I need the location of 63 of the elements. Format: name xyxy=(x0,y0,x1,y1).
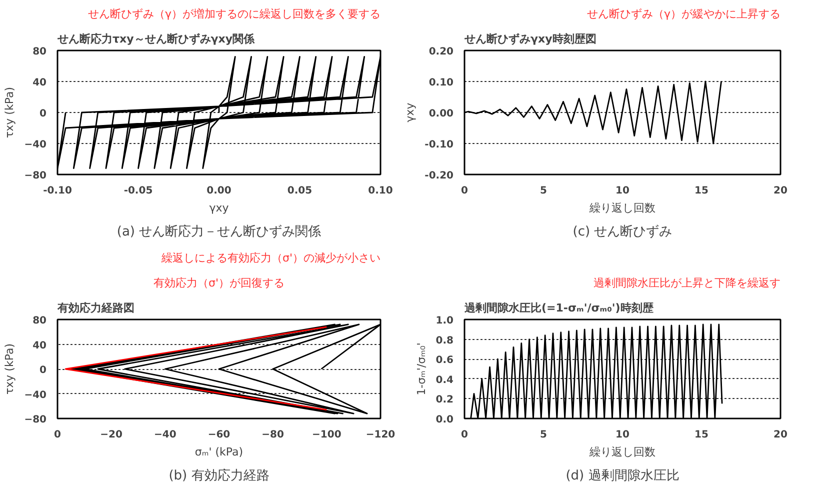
x-tick-label: 5 xyxy=(540,430,548,440)
text: (d) 過剰間隙水圧比 xyxy=(566,468,680,484)
x-tick-label: −100 xyxy=(312,430,342,440)
y-tick-label: 0 xyxy=(40,108,47,120)
text: せん断ひずみ（γ）が緩やかに上昇する xyxy=(586,8,781,20)
text: (b) 有効応力経路 xyxy=(168,468,270,484)
text: (a) せん断応力－せん断ひずみ関係 xyxy=(116,224,322,240)
x-axis-title: γxy xyxy=(209,202,230,214)
x-tick-label: 0.00 xyxy=(206,186,232,196)
x-tick-label: 5 xyxy=(540,186,548,196)
chart-title: 有効応力経路図 xyxy=(56,302,134,314)
x-tick-label: 0 xyxy=(461,186,468,196)
y-tick-label: 0.4 xyxy=(436,374,454,386)
x-tick-label: 15 xyxy=(694,430,708,440)
chart-title: せん断応力τxy～せん断ひずみγxy関係 xyxy=(56,32,256,46)
x-tick-label: −120 xyxy=(366,430,396,440)
x-tick-label: 0.10 xyxy=(368,186,393,196)
y-tick-label: 80 xyxy=(32,46,47,58)
y-tick-label: 0.10 xyxy=(428,78,454,88)
text: 過剰間隙水圧比が上昇と下降を繰返す xyxy=(594,276,780,290)
x-axis-title: 繰り返し回数 xyxy=(588,202,656,214)
chart-title: 過剰間隙水圧比(=1-σₘ'/σₘ₀')時刻歴 xyxy=(464,302,654,314)
x-tick-label: −80 xyxy=(262,430,284,440)
y-tick-label: 0.20 xyxy=(428,46,454,58)
text: (c) せん断ひずみ xyxy=(572,224,672,240)
y-tick-label: 0 xyxy=(40,365,47,376)
x-tick-label: 15 xyxy=(694,186,708,196)
text: 繰返しによる有効応力（σ'）の減少が小さい xyxy=(160,252,381,264)
y-axis-title: τxy (kPa) xyxy=(3,87,16,138)
y-tick-label: 0.8 xyxy=(436,335,454,346)
x-tick-label: -0.05 xyxy=(124,186,153,196)
y-tick-label: 1.0 xyxy=(436,316,454,326)
y-tick-label: 0.6 xyxy=(436,355,454,366)
x-tick-label: 20 xyxy=(774,186,788,196)
y-tick-label: 40 xyxy=(32,78,47,88)
text: 有効応力（σ'）が回復する xyxy=(154,276,284,290)
y-tick-label: 80 xyxy=(32,316,47,326)
x-tick-label: 10 xyxy=(616,430,630,440)
x-tick-label: −60 xyxy=(208,430,230,440)
chart-title: せん断ひずみγxy時刻歴図 xyxy=(464,32,596,46)
y-axis-title: γxy xyxy=(404,102,417,122)
y-tick-label: −40 xyxy=(24,140,47,150)
y-axis-title: τxy (kPa) xyxy=(3,344,16,394)
x-tick-label: 10 xyxy=(616,186,630,196)
x-tick-label: 20 xyxy=(774,430,788,440)
y-tick-label: 40 xyxy=(32,340,47,352)
x-axis-title: 繰り返し回数 xyxy=(588,446,656,458)
x-tick-label: 0 xyxy=(54,430,62,440)
x-tick-label: 0 xyxy=(461,430,468,440)
x-tick-label: 0.05 xyxy=(287,186,312,196)
y-tick-label: −80 xyxy=(24,170,47,182)
text: せん断ひずみ（γ）が増加するのに繰返し回数を多く要する xyxy=(88,8,381,20)
x-axis-title: σₘ' (kPa) xyxy=(194,446,244,458)
y-tick-label: 0.2 xyxy=(436,394,454,406)
y-tick-label: -0.20 xyxy=(424,170,454,182)
y-tick-label: −40 xyxy=(24,390,47,401)
x-tick-label: −40 xyxy=(154,430,176,440)
y-axis-title: 1-σₘ'/σₘ₀' xyxy=(414,342,428,396)
x-tick-label: −20 xyxy=(100,430,123,440)
y-tick-label: −80 xyxy=(24,414,47,426)
y-tick-label: -0.10 xyxy=(424,140,454,150)
y-tick-label: 0.0 xyxy=(436,414,454,426)
y-tick-label: 0.00 xyxy=(428,108,454,120)
